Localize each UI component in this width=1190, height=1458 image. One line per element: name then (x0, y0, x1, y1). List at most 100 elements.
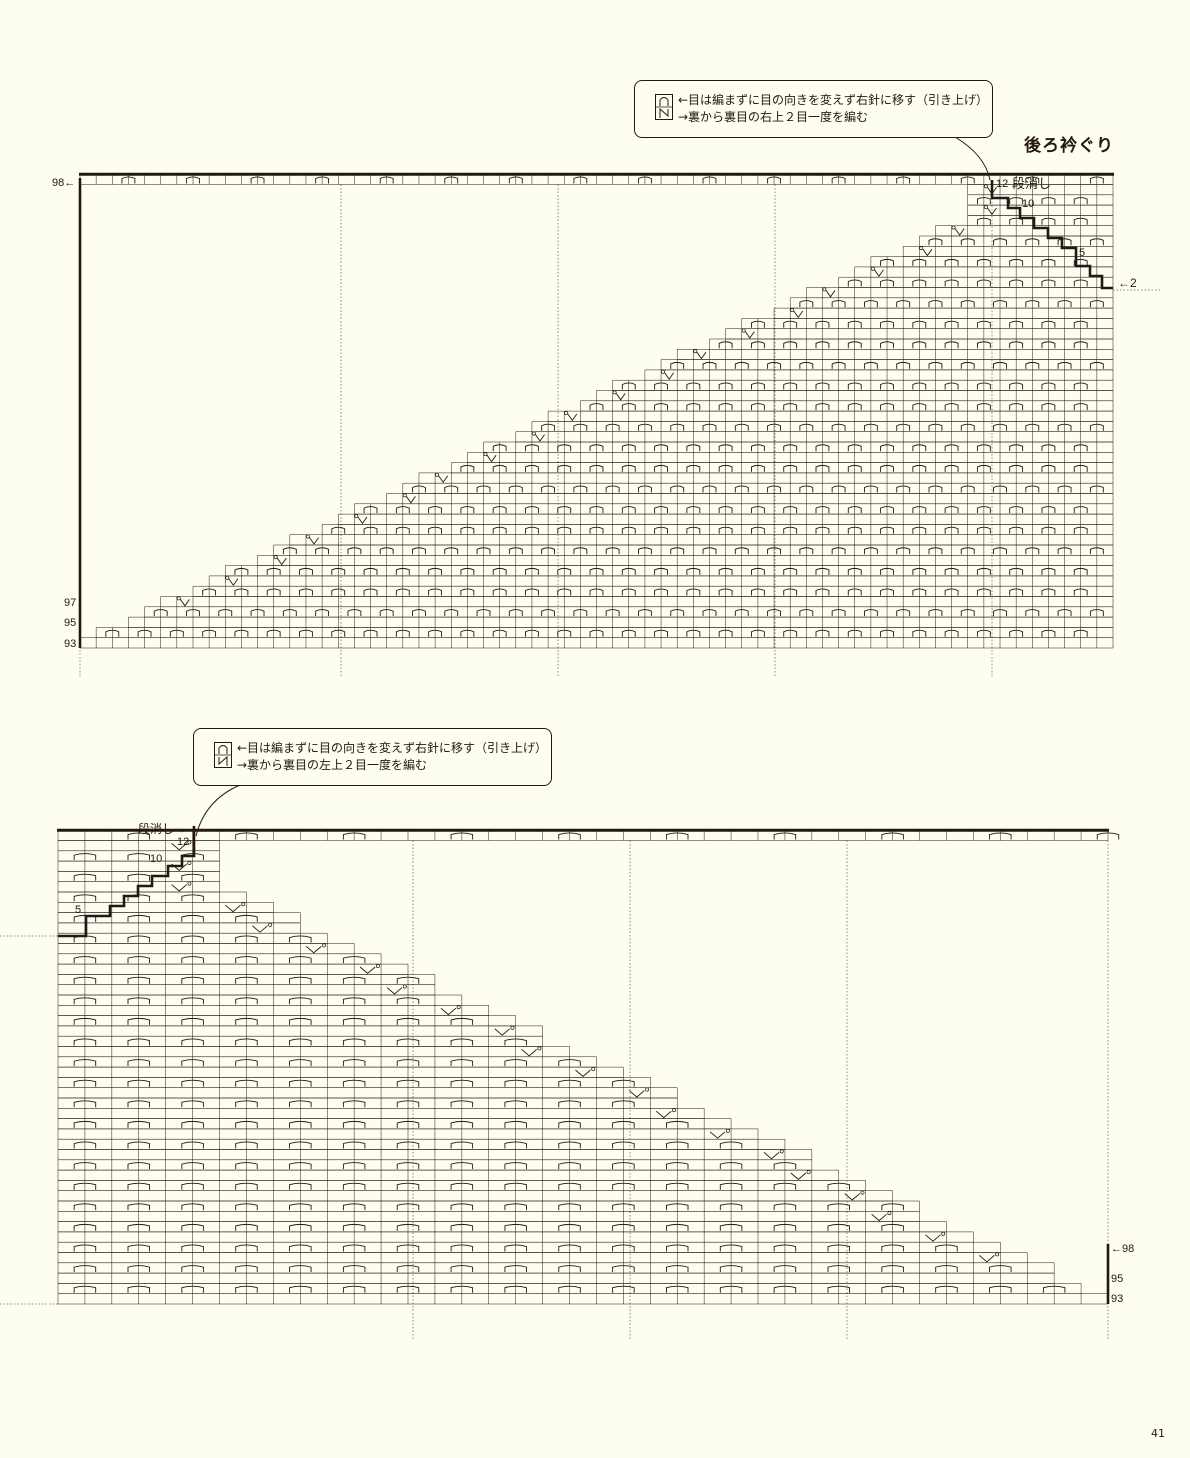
bottom-row5-label: 5 (75, 904, 81, 916)
chart-row (57, 1252, 1028, 1264)
chart-row (676, 349, 1114, 360)
top-row2-label: ←2 (1118, 276, 1137, 290)
bottom-stitch-note: ←目は編まずに目の向きを変えず右針に移す（引き上げ） →裏から裏目の左上２目一度… (193, 728, 552, 786)
chart-row (402, 482, 1114, 494)
chart-row (596, 390, 1114, 402)
chart-row (57, 984, 436, 996)
chart-row (57, 1118, 732, 1130)
chart-row (57, 922, 301, 934)
chart-row (57, 1087, 678, 1099)
chart-row (57, 943, 355, 955)
chart-row (386, 493, 1114, 505)
top-row97-label: 97 (64, 597, 76, 609)
chart-row (547, 410, 1114, 422)
chart-row (418, 472, 1114, 484)
chart-row (57, 1169, 840, 1181)
bottom-danke-label: 段消し→ (138, 821, 186, 836)
chart-row (57, 1108, 705, 1119)
top-row12-label: 12 (996, 178, 1008, 190)
chart-row (57, 860, 220, 872)
chart-row (725, 328, 1114, 340)
chart-row (57, 1035, 543, 1047)
top-row10-label: 10 (1022, 198, 1034, 210)
chart-row (57, 963, 409, 975)
chart-row (57, 1056, 597, 1068)
slip-stitch-right-decrease-icon (655, 94, 673, 120)
chart-row (57, 902, 274, 913)
page-title: 後ろ衿ぐり (1024, 136, 1114, 156)
top-row95-label: 95 (64, 617, 76, 629)
top-row98-label: 98← (52, 177, 75, 189)
row-labels: 98← 97 95 93 12 段消し 10 5 ←2 段消し→ 12 10 5… (52, 176, 1137, 1305)
bottom-row93-label: 93 (1111, 1293, 1123, 1305)
chart-row (806, 287, 1114, 299)
chart-row (354, 503, 1114, 515)
bottom-chart-back-neckline (57, 828, 1120, 1340)
chart-row (57, 1180, 866, 1191)
top-note-line2: →裏から裏目の右上２目一度を編む (678, 110, 869, 124)
chart-row (709, 338, 1114, 350)
chart-row (160, 596, 1114, 608)
bottom-note-line2: →裏から裏目の左上２目一度を編む (237, 758, 428, 772)
chart-row (57, 1190, 893, 1202)
chart-row (192, 585, 1114, 597)
chart-row (57, 1025, 543, 1037)
chart-row (483, 441, 1114, 453)
chart-row (57, 1283, 1082, 1294)
slip-stitch-left-decrease-icon (214, 742, 232, 768)
chart-row (467, 452, 1114, 463)
chart-row (773, 307, 1114, 319)
chart-row (338, 513, 1114, 525)
chart-row (450, 462, 1114, 474)
chart-row (967, 204, 1114, 216)
chart-row (57, 1128, 759, 1140)
bottom-note-line1: ←目は編まずに目の向きを変えず右針に移す（引き上げ） (237, 741, 548, 755)
chart-row (935, 225, 1114, 237)
chart-row (57, 994, 463, 1006)
chart-row (967, 194, 1114, 206)
chart-row (79, 637, 1114, 649)
chart-row (838, 276, 1114, 288)
chart-row (57, 840, 220, 852)
chart-row (580, 400, 1114, 412)
bottom-row12-label: 12 (177, 836, 189, 848)
chart-row (321, 524, 1114, 535)
chart-row (289, 534, 1114, 546)
chart-row (225, 565, 1114, 577)
top-row5-label: 5 (1079, 247, 1085, 259)
chart-row (967, 215, 1114, 226)
chart-row (57, 1231, 974, 1243)
chart-row (57, 829, 1120, 841)
chart-row (612, 379, 1114, 391)
bottom-row98-label: ←98 (1111, 1243, 1134, 1255)
chart-row (273, 544, 1114, 556)
bottom-row95-label: 95 (1111, 1273, 1123, 1285)
chart-row (57, 974, 436, 985)
chart-row (854, 266, 1114, 278)
chart-row (257, 555, 1114, 566)
top-chart-back-neckline (79, 172, 1114, 678)
chart-row (144, 606, 1114, 618)
chart-row (57, 1015, 516, 1027)
top-note-line1: ←目は編まずに目の向きを変えず右針に移す（引き上げ） (678, 93, 989, 107)
page-number: 41 (1151, 1427, 1165, 1440)
chart-row (57, 1046, 570, 1058)
chart-row (515, 431, 1114, 443)
chart-row (57, 891, 247, 903)
chart-row (531, 421, 1114, 432)
chart-row (128, 616, 1114, 628)
chart-row (57, 1211, 920, 1222)
bottom-row10-label: 10 (150, 853, 162, 865)
chart-row (79, 173, 1114, 185)
top-stitch-note: ←目は編まずに目の向きを変えず右針に移す（引き上げ） →裏から裏目の右上２目一度… (634, 80, 993, 138)
chart-row (57, 1293, 1109, 1305)
chart-row (57, 1272, 1055, 1284)
chart-row (57, 850, 220, 862)
chart-row (57, 912, 301, 924)
chart-row (57, 953, 382, 965)
chart-row (57, 1200, 920, 1212)
chart-row (741, 318, 1114, 329)
chart-row (57, 871, 220, 882)
chart-row (57, 1097, 678, 1109)
